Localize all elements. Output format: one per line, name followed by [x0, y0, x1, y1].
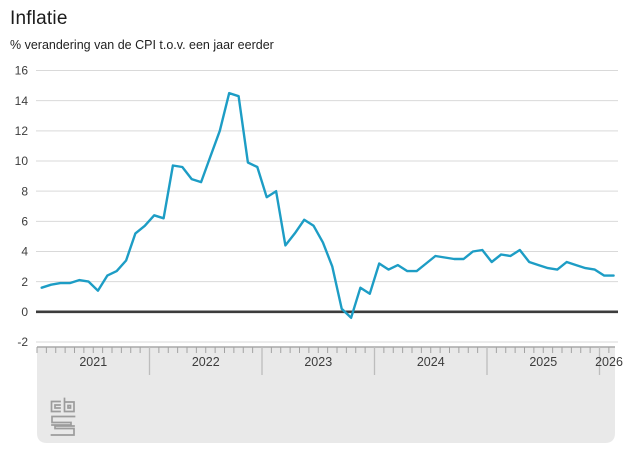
y-tick-label: 14 [15, 94, 29, 108]
year-label: 2025 [529, 355, 557, 369]
x-year-labels: 2021 2022 2023 2024 2025 2026 [79, 347, 623, 375]
year-label: 2022 [192, 355, 220, 369]
y-tick-label: 16 [15, 64, 29, 78]
y-axis-labels: 16 14 12 10 8 6 4 2 0 -2 [15, 64, 29, 349]
y-tick-label: 8 [21, 184, 28, 198]
x-month-ticks [36, 347, 610, 353]
x-axis-panel [37, 347, 615, 443]
inflation-line[interactable] [40, 91, 615, 319]
y-tick-label: 2 [21, 275, 28, 289]
year-label: 2026 [595, 355, 623, 369]
y-tick-label: 0 [21, 305, 28, 319]
y-gridlines [36, 70, 618, 343]
year-label: 2023 [304, 355, 332, 369]
year-label: 2021 [79, 355, 107, 369]
year-label: 2024 [417, 355, 445, 369]
chart-subtitle: % verandering van de CPI t.o.v. een jaar… [10, 38, 274, 52]
cbs-logo-icon [50, 397, 76, 436]
y-tick-label: 4 [21, 245, 28, 259]
cbs-logo [47, 397, 79, 439]
chart-title: Inflatie [10, 8, 68, 29]
y-tick-label: -2 [17, 335, 28, 349]
y-tick-label: 10 [15, 154, 29, 168]
y-tick-label: 12 [15, 124, 29, 138]
y-tick-label: 6 [21, 215, 28, 229]
